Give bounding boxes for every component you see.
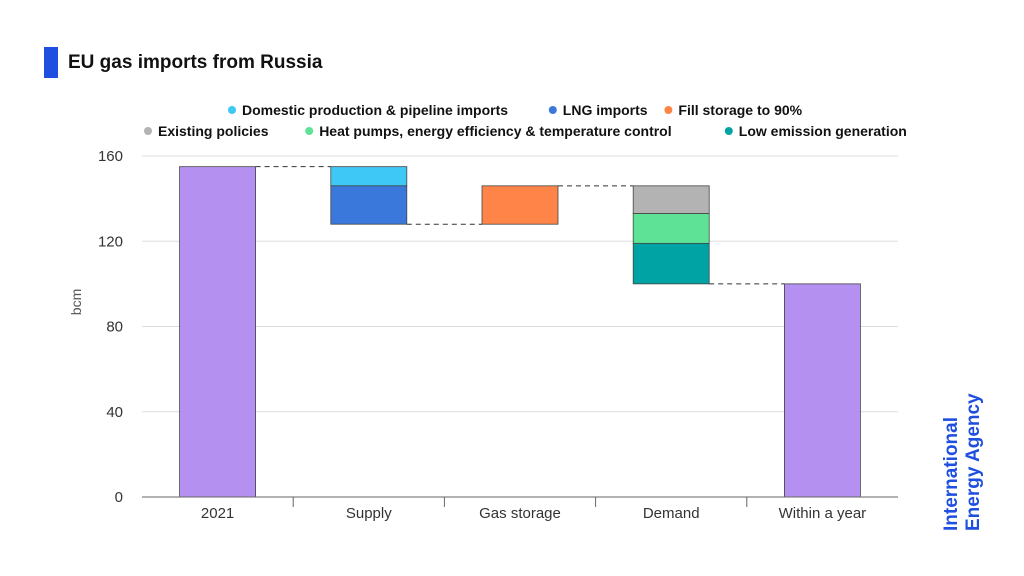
y-tick-label: 0 — [115, 489, 123, 506]
y-tick-label: 80 — [106, 319, 123, 336]
bar-segment — [481, 185, 559, 225]
bar-segment — [179, 166, 257, 498]
bar-segment — [330, 185, 408, 225]
legend-label: LNG imports — [563, 102, 648, 118]
legend-marker — [724, 127, 733, 135]
gridlines — [142, 155, 898, 413]
legend-label: Existing policies — [158, 123, 269, 139]
y-tick-label: 40 — [106, 404, 123, 421]
x-tick-label: Demand — [643, 505, 700, 522]
bar-segment — [632, 242, 710, 285]
x-tick-label: Gas storage — [479, 505, 561, 522]
iea-logo: International Energy Agency — [941, 393, 984, 531]
legend-marker — [144, 127, 152, 135]
bar-segment — [632, 185, 710, 214]
bar-segment — [784, 283, 861, 498]
x-tick-label: Supply — [346, 505, 392, 522]
bar-segment — [330, 166, 408, 187]
legend: Domestic production & pipeline imports LN… — [144, 102, 907, 139]
x-tick-label: Within a year — [779, 505, 867, 522]
legend-marker — [548, 106, 557, 114]
bar-segment — [632, 213, 710, 244]
legend-label: Fill storage to 90% — [678, 102, 802, 118]
y-axis-label: bcm — [68, 289, 84, 315]
logo-line-2: Energy Agency — [963, 393, 984, 531]
logo-line-1: International — [941, 417, 962, 531]
x-tick-label: 2021 — [201, 505, 234, 522]
legend-marker — [228, 106, 236, 114]
title-accent-bar — [44, 47, 58, 78]
axes: 0 40 80 120 160 2021 Supply Gas storage Demand Wi… — [98, 148, 898, 522]
legend-label: Low emission generation — [739, 123, 907, 139]
y-tick-label: 160 — [98, 148, 123, 165]
legend-marker — [664, 106, 673, 114]
chart-title: EU gas imports from Russia — [68, 52, 323, 73]
bars — [179, 166, 861, 498]
y-tick-label: 120 — [98, 233, 123, 250]
legend-label: Heat pumps, energy efficiency & temperat… — [319, 123, 671, 139]
connector-lines — [255, 166, 785, 285]
legend-marker — [305, 127, 314, 135]
legend-label: Domestic production & pipeline imports — [242, 102, 508, 118]
